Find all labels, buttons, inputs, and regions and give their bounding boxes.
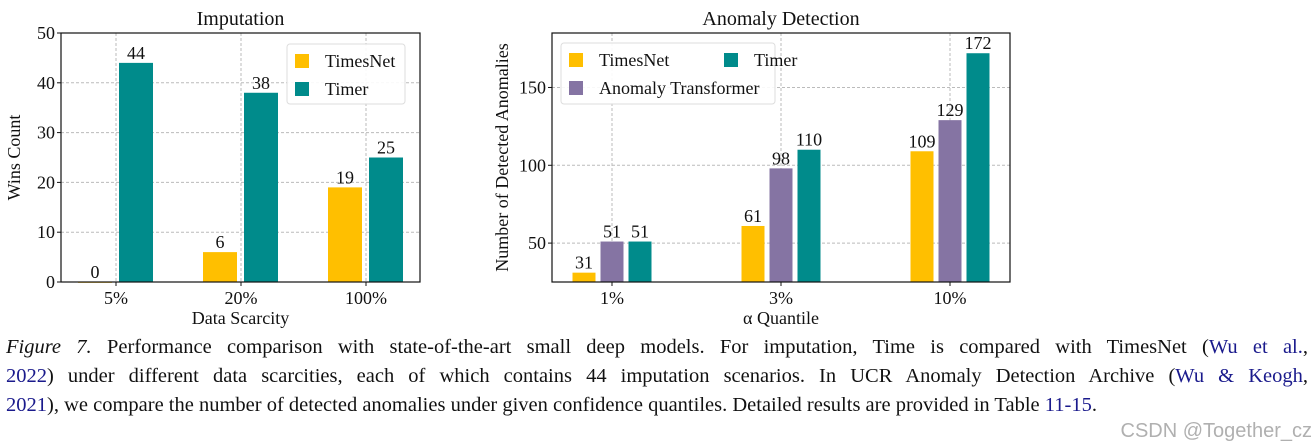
data-label: 110 <box>796 130 822 150</box>
bar-timer <box>797 149 821 282</box>
citation-link[interactable]: 2021 <box>6 394 47 416</box>
legend-label: TimesNet <box>325 51 395 71</box>
bar-timesnet <box>910 151 934 282</box>
data-label: 31 <box>575 253 593 273</box>
data-label: 172 <box>965 33 992 53</box>
y-tick-label: 100 <box>519 155 546 175</box>
data-label: 51 <box>603 222 621 242</box>
bar-timesnet <box>741 225 765 282</box>
x-axis-label: α Quantile <box>743 308 819 328</box>
y-axis-label: Number of Detected Anomalies <box>492 43 512 271</box>
legend-swatch <box>569 81 583 95</box>
bar-timer <box>244 92 278 282</box>
y-axis-label: Wins Count <box>4 115 24 201</box>
citation-link[interactable]: Wu et al. <box>1208 336 1303 358</box>
y-tick-label: 0 <box>46 272 55 292</box>
bar-timer <box>966 53 990 283</box>
y-tick-label: 10 <box>37 222 55 242</box>
data-label: 0 <box>91 262 100 282</box>
caption-text: , <box>1302 365 1308 387</box>
y-tick-label: 50 <box>528 233 546 253</box>
legend-box <box>560 42 776 105</box>
plot-frame <box>60 32 421 283</box>
legend-label: TimesNet <box>599 50 669 70</box>
y-tick-label: 40 <box>37 73 55 93</box>
legend-label: Anomaly Transformer <box>599 78 760 98</box>
data-label: 6 <box>216 232 225 252</box>
chart-title: Imputation <box>197 8 285 30</box>
citation-link[interactable]: Wu & Keogh <box>1175 365 1303 387</box>
x-tick-label: 10% <box>934 288 967 308</box>
bar-timer <box>369 157 403 282</box>
bar-timer <box>628 241 652 282</box>
plot-frame <box>551 32 1011 283</box>
x-tick-label: 20% <box>225 288 258 308</box>
legend: TimesNet Timer <box>286 43 406 105</box>
caption-text: , <box>1302 336 1308 358</box>
y-tick-label: 20 <box>37 172 55 192</box>
y-tick-label: 150 <box>519 77 546 97</box>
caption-line-2: 2022) under different data scarcities, e… <box>6 362 1308 390</box>
data-label: 25 <box>377 138 395 158</box>
caption-line-1: Figure 7. Performance comparison with st… <box>6 333 1308 361</box>
x-tick-label: 5% <box>104 288 128 308</box>
caption-text: Figure 7. <box>6 336 92 358</box>
caption-text: ), we compare the number of detected ano… <box>47 394 1045 416</box>
caption-line-3: 2021), we compare the number of detected… <box>6 391 1097 419</box>
legend-swatch <box>295 82 309 96</box>
caption-text: ) under different data scarcities, each … <box>47 365 1176 387</box>
legend-swatch <box>724 53 738 67</box>
caption-text: Performance comparison with state-of-the… <box>91 336 1209 358</box>
bar-anomaly-transformer <box>938 120 962 283</box>
citation-link[interactable]: 11-15 <box>1044 394 1092 416</box>
data-label: 109 <box>909 131 936 151</box>
data-label: 129 <box>937 100 964 120</box>
y-tick-label: 30 <box>37 123 55 143</box>
chart-anomaly-detection: 50 100 150 1% 3% 10% 31 61 109 51 98 129 51 110 172 Ano… <box>492 8 1011 328</box>
chart-imputation: 0 10 20 30 40 50 5% 20% 100% 0 6 19 44 38 25 Imputation… <box>4 8 421 328</box>
bar-anomaly-transformer <box>600 241 624 282</box>
citation-link[interactable]: 2022 <box>6 365 47 387</box>
watermark: CSDN @Together_cz <box>1120 420 1312 442</box>
chart-title: Anomaly Detection <box>702 8 859 30</box>
data-label: 98 <box>772 148 790 168</box>
y-tick-label: 50 <box>37 23 55 43</box>
legend-box <box>286 43 406 105</box>
data-label: 61 <box>744 206 762 226</box>
legend-label: Timer <box>754 50 797 70</box>
legend-label: Timer <box>325 79 368 99</box>
bar-timesnet <box>572 272 596 282</box>
bar-timesnet <box>203 252 237 282</box>
data-label: 38 <box>252 73 270 93</box>
x-tick-label: 100% <box>345 288 387 308</box>
data-label: 51 <box>631 222 649 242</box>
data-label: 19 <box>336 167 354 187</box>
x-tick-label: 1% <box>600 288 624 308</box>
x-axis-label: Data Scarcity <box>192 308 289 328</box>
bar-anomaly-transformer <box>769 168 793 282</box>
x-tick-label: 3% <box>769 288 793 308</box>
figure-charts: 0 10 20 30 40 50 5% 20% 100% 0 6 19 44 38 25 Imputation… <box>4 8 1011 328</box>
bar-timer <box>119 62 153 282</box>
data-label: 44 <box>127 43 145 63</box>
bar-timesnet <box>328 187 362 282</box>
caption-text: . <box>1091 394 1097 416</box>
legend-swatch <box>295 54 309 68</box>
legend-swatch <box>569 53 583 67</box>
legend: TimesNet Anomaly Transformer Timer <box>560 42 797 105</box>
